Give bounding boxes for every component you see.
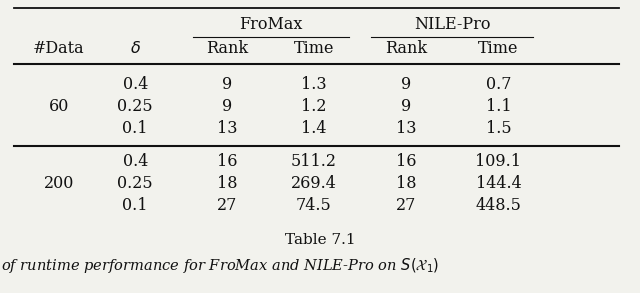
Text: 60: 60 (49, 98, 69, 115)
Text: Rank: Rank (207, 40, 249, 57)
Text: 27: 27 (396, 197, 416, 214)
Text: 144.4: 144.4 (476, 175, 522, 192)
Text: 9: 9 (223, 98, 233, 115)
Text: Rank: Rank (385, 40, 427, 57)
Text: 448.5: 448.5 (476, 197, 522, 214)
Text: 1.5: 1.5 (486, 120, 511, 137)
Text: Time: Time (293, 40, 334, 57)
Text: 0.1: 0.1 (122, 120, 148, 137)
Text: $\delta$: $\delta$ (130, 40, 141, 57)
Text: 200: 200 (44, 175, 74, 192)
Text: 9: 9 (401, 76, 411, 93)
Text: 16: 16 (218, 153, 238, 170)
Text: 13: 13 (218, 120, 238, 137)
Text: 9: 9 (223, 76, 233, 93)
Text: 1.1: 1.1 (486, 98, 511, 115)
Text: Table 7.1: Table 7.1 (285, 233, 355, 247)
Text: 18: 18 (396, 175, 416, 192)
Text: 13: 13 (396, 120, 416, 137)
Text: 511.2: 511.2 (291, 153, 337, 170)
Text: 0.25: 0.25 (117, 175, 153, 192)
Text: NILE-Pro: NILE-Pro (414, 16, 490, 33)
Text: 16: 16 (396, 153, 416, 170)
Text: 27: 27 (218, 197, 238, 214)
Text: 1.3: 1.3 (301, 76, 326, 93)
Text: 74.5: 74.5 (296, 197, 332, 214)
Text: FroMax: FroMax (239, 16, 302, 33)
Text: Time: Time (478, 40, 518, 57)
Text: 1.2: 1.2 (301, 98, 326, 115)
Text: #Data: #Data (33, 40, 84, 57)
Text: 1.4: 1.4 (301, 120, 326, 137)
Text: 9: 9 (401, 98, 411, 115)
Text: 0.7: 0.7 (486, 76, 511, 93)
Text: 0.4: 0.4 (122, 76, 148, 93)
Text: 109.1: 109.1 (476, 153, 522, 170)
Text: 0.4: 0.4 (122, 153, 148, 170)
Text: 18: 18 (218, 175, 238, 192)
Text: 269.4: 269.4 (291, 175, 337, 192)
Text: 0.1: 0.1 (122, 197, 148, 214)
Text: 0.25: 0.25 (117, 98, 153, 115)
Text: of runtime performance for FroMax and NILE-Pro on $S(\mathcal{X}_1)$: of runtime performance for FroMax and NI… (1, 256, 440, 275)
